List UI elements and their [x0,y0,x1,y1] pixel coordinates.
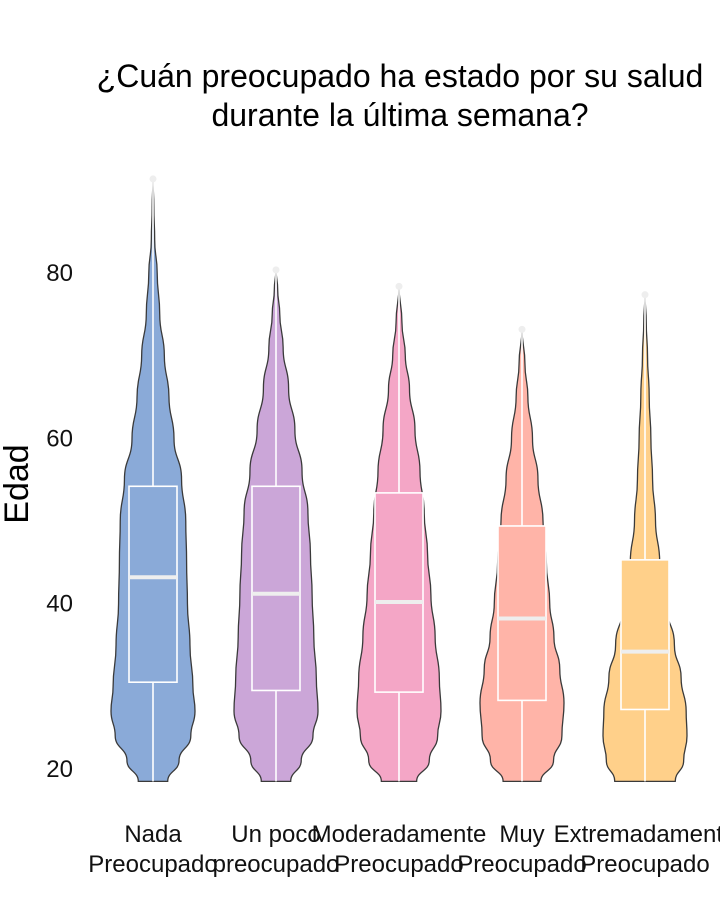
violin-group [602,291,688,783]
x-tick-label: Nada [124,821,182,848]
x-tick-label: preocupado [213,851,340,878]
violin-group [110,175,196,783]
y-tick-label: 80 [46,260,73,287]
x-tick-label: Muy [499,821,544,848]
x-tick-label: Preocupado [334,851,463,878]
outlier-point [518,325,526,333]
x-tick-label: Extremadamente [554,821,720,848]
chart-title-line-1: ¿Cuán preocupado ha estado por su salud [97,58,704,94]
violin-group [356,282,442,783]
violin-series [110,175,688,783]
x-tick-label: Preocupado [88,851,217,878]
x-tick-label: Un poco [231,821,320,848]
violin-group [479,325,565,783]
outlier-point [149,175,157,183]
chart-title-line-2: durante la última semana? [211,97,588,133]
x-tick-label: Preocupado [580,851,709,878]
box-iqr [497,525,547,702]
outlier-point [272,266,280,274]
violin-group [233,266,319,783]
y-tick-label: 20 [46,756,73,783]
y-tick-label: 40 [46,591,73,618]
y-tick-label: 60 [46,425,73,452]
x-tick-label: Preocupado [457,851,586,878]
box-iqr [620,559,670,711]
box-iqr [374,492,424,693]
y-axis-ticks: 20 40 60 80 [46,260,73,783]
outlier-point [641,291,649,299]
box-iqr [128,485,178,683]
x-axis-ticks: Nada Preocupado Un poco preocupado Moderadam… [88,821,720,878]
y-axis-label: Edad [0,444,36,523]
x-tick-label: Moderadamente [312,821,487,848]
outlier-point [395,282,403,290]
box-iqr [251,485,301,692]
